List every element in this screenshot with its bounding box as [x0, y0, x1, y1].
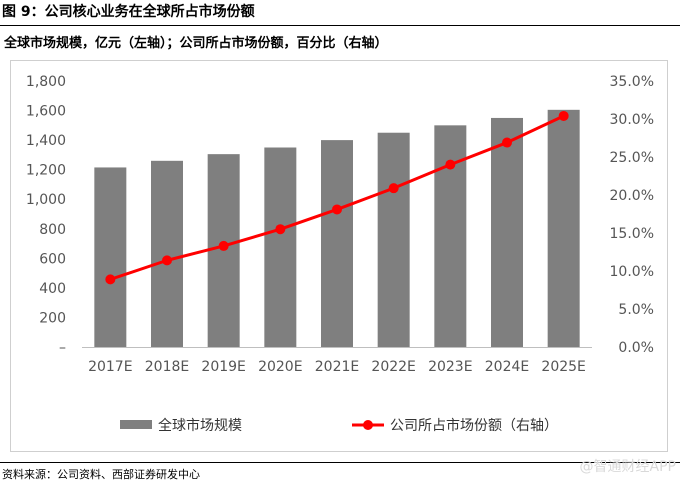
left-axis-tick-label: 800 — [39, 222, 66, 238]
right-axis-tick-label: 25.0% — [610, 150, 654, 166]
left-axis-tick-label: 1,800 — [26, 74, 66, 90]
legend-swatch-bar — [120, 420, 152, 429]
right-axis-tick-label: 30.0% — [610, 112, 654, 128]
left-axis-tick-label: 1,200 — [26, 163, 66, 179]
left-axis-tick-label: 400 — [39, 281, 66, 297]
chart-svg: – 200 400 600 800 1,000 1,200 1,400 1,600 1,800 0.… — [26, 74, 654, 434]
share-point — [105, 274, 116, 285]
right-axis-tick-label: 10.0% — [610, 264, 654, 280]
bar — [321, 140, 353, 347]
x-axis-tick-label: 2021E — [315, 359, 359, 375]
share-point — [275, 224, 286, 235]
x-axis-tick-label: 2017E — [88, 359, 132, 375]
bar — [377, 132, 410, 347]
figure-title: 图 9：公司核心业务在全球所占市场份额 — [2, 4, 255, 20]
right-axis-tick-label: 5.0% — [618, 302, 654, 318]
left-axis-tick-label: 200 — [39, 310, 66, 326]
left-axis-tick-label: 1,400 — [26, 133, 66, 149]
x-axis-tick-label: 2018E — [145, 359, 189, 375]
source-note: 资料来源：公司资料、西部证券研发中心 — [2, 468, 200, 481]
bar — [151, 160, 183, 347]
x-axis-tick-label: 2025E — [541, 359, 585, 375]
share-point — [558, 110, 569, 121]
share-point — [218, 240, 229, 251]
right-axis-tick-label: 20.0% — [610, 188, 654, 204]
title-divider — [0, 25, 680, 26]
right-axis-tick-label: 35.0% — [610, 74, 654, 90]
chart-subtitle: 全球市场规模，亿元（左轴）；公司所占市场份额，百分比（右轴） — [4, 36, 388, 51]
bar — [94, 167, 127, 347]
legend-label-bar: 全球市场规模 — [158, 417, 242, 434]
x-axis-tick-label: 2019E — [201, 359, 245, 375]
share-point — [162, 255, 172, 266]
legend-swatch-marker — [363, 420, 373, 430]
share-point — [388, 183, 399, 194]
bar — [434, 125, 467, 347]
right-axis-tick-label: 15.0% — [610, 226, 654, 242]
bar — [547, 109, 580, 347]
x-axis-tick-label: 2023E — [428, 359, 472, 375]
watermark-text: @智通财经APP — [579, 459, 676, 475]
share-point — [445, 159, 456, 170]
share-point — [502, 137, 512, 148]
left-axis-tick-label: 1,600 — [26, 104, 66, 120]
legend-label-line: 公司所占市场份额（右轴） — [390, 417, 558, 434]
left-axis-tick-label: 600 — [39, 251, 66, 267]
right-axis-tick-label: 0.0% — [618, 340, 654, 356]
bar — [264, 147, 297, 347]
chart-frame — [10, 60, 668, 452]
x-axis-tick-label: 2022E — [371, 359, 415, 375]
x-axis-tick-label: 2024E — [485, 359, 529, 375]
bar — [491, 117, 523, 347]
share-point — [332, 204, 342, 215]
left-axis-tick-label: 1,000 — [26, 192, 66, 208]
left-axis-tick-label: – — [59, 340, 66, 356]
x-axis-tick-label: 2020E — [258, 359, 302, 375]
source-divider — [0, 462, 680, 463]
